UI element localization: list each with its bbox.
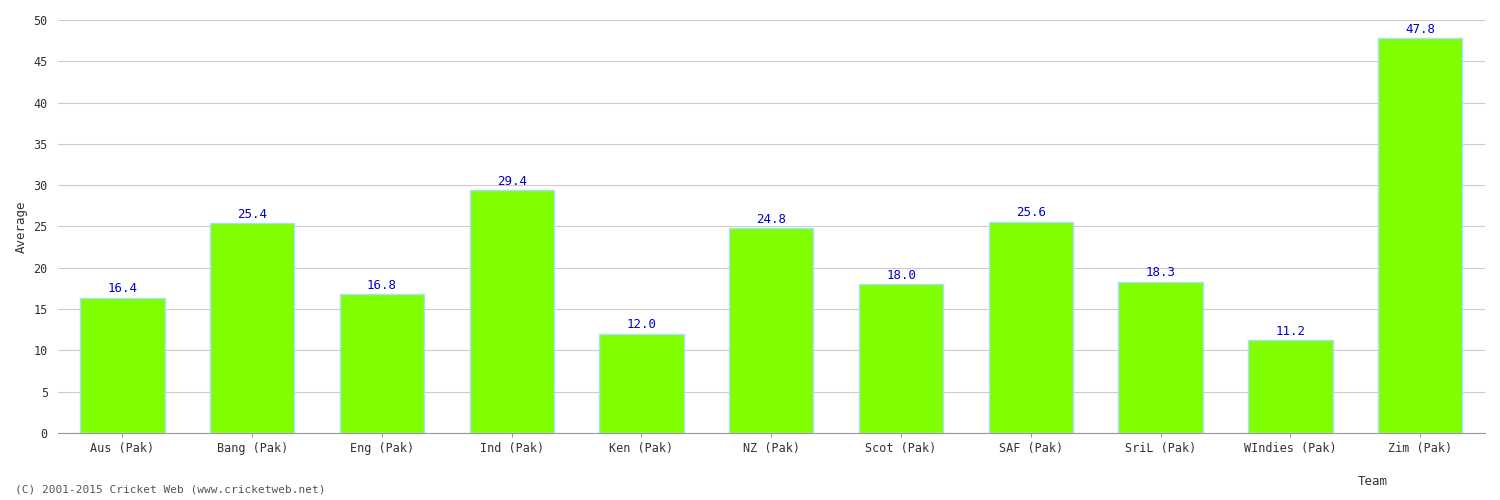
Text: 18.0: 18.0 bbox=[886, 269, 916, 282]
Bar bbox=[210, 223, 294, 433]
Bar bbox=[1378, 38, 1462, 433]
Text: 29.4: 29.4 bbox=[496, 174, 526, 188]
Bar bbox=[859, 284, 944, 433]
Text: 16.8: 16.8 bbox=[368, 278, 398, 291]
Bar bbox=[340, 294, 424, 433]
Bar bbox=[729, 228, 813, 433]
Bar bbox=[988, 222, 1072, 433]
Y-axis label: Average: Average bbox=[15, 200, 28, 252]
Text: 12.0: 12.0 bbox=[627, 318, 657, 332]
Bar bbox=[470, 190, 554, 433]
Text: (C) 2001-2015 Cricket Web (www.cricketweb.net): (C) 2001-2015 Cricket Web (www.cricketwe… bbox=[15, 485, 326, 495]
Text: 25.4: 25.4 bbox=[237, 208, 267, 220]
Text: 16.4: 16.4 bbox=[108, 282, 138, 295]
Bar bbox=[1248, 340, 1332, 433]
Text: 11.2: 11.2 bbox=[1275, 325, 1305, 338]
Text: 25.6: 25.6 bbox=[1016, 206, 1046, 219]
Text: 18.3: 18.3 bbox=[1146, 266, 1176, 280]
Text: Team: Team bbox=[1358, 475, 1388, 488]
Bar bbox=[600, 334, 684, 433]
Bar bbox=[80, 298, 165, 433]
Text: 24.8: 24.8 bbox=[756, 212, 786, 226]
Bar bbox=[1119, 282, 1203, 433]
Text: 47.8: 47.8 bbox=[1406, 22, 1435, 36]
